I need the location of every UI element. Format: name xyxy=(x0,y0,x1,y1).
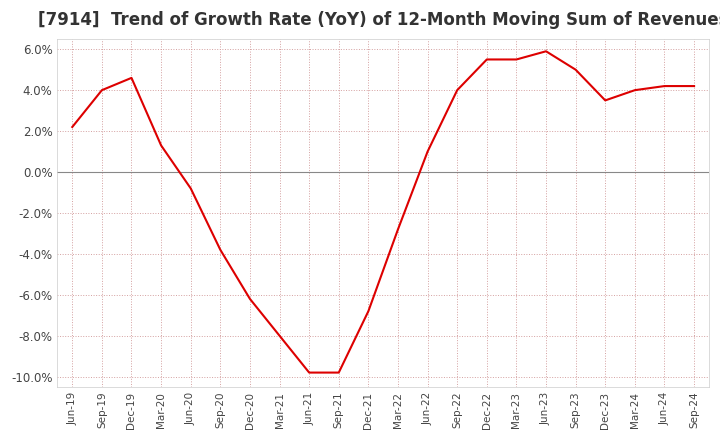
Title: [7914]  Trend of Growth Rate (YoY) of 12-Month Moving Sum of Revenues: [7914] Trend of Growth Rate (YoY) of 12-… xyxy=(38,11,720,29)
